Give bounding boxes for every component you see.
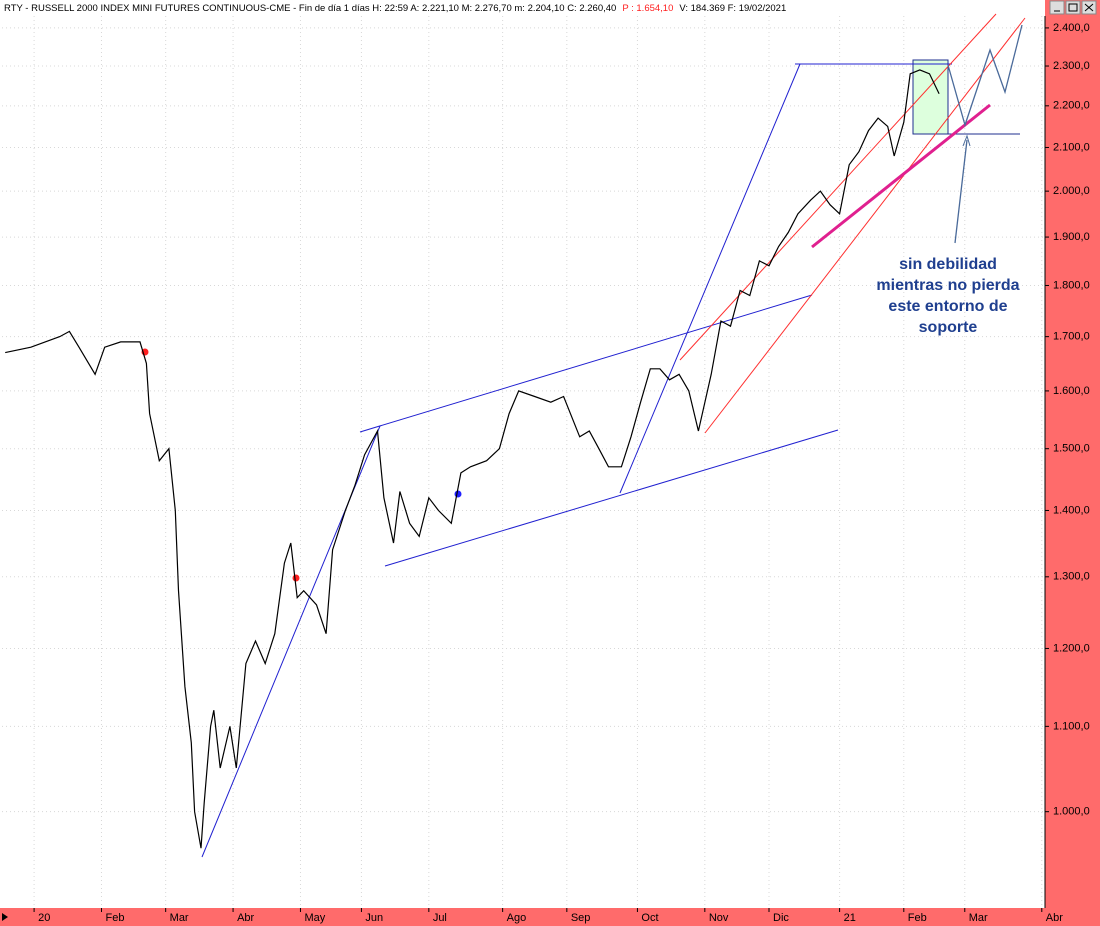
x-tick-label: Mar [969, 912, 988, 924]
y-tick-label: 1.900,0 [1053, 231, 1090, 243]
y-tick-label: 1.200,0 [1053, 642, 1090, 654]
annotation: sin debilidad mientras no pierda este ento… [876, 256, 1019, 336]
channel-line [704, 17, 1026, 434]
x-tick-label: Jun [365, 912, 383, 924]
y-tick-label: 1.800,0 [1053, 279, 1090, 291]
drawings [141, 13, 1026, 858]
channel-line [679, 13, 997, 361]
channel-line [359, 294, 813, 433]
y-tick-label: 2.100,0 [1053, 141, 1090, 153]
y-tick-label: 1.700,0 [1053, 331, 1090, 343]
y-tick-label: 2.000,0 [1053, 185, 1090, 197]
annotation-line: este entorno de [888, 298, 1007, 315]
trendline [619, 63, 801, 494]
support-trendline [811, 103, 991, 249]
y-tick-label: 1.500,0 [1053, 443, 1090, 455]
x-tick-label: Oct [641, 912, 658, 924]
header-text-after: V: 184.369 F: 19/02/2021 [679, 3, 786, 14]
y-tick-label: 1.300,0 [1053, 571, 1090, 583]
projection [947, 24, 1023, 128]
x-tick-label: Dic [773, 912, 789, 924]
y-tick-label: 2.300,0 [1053, 60, 1090, 72]
y-axis-panel [1045, 0, 1100, 926]
minimize-button[interactable] [1049, 0, 1065, 15]
maximize-icon [1068, 3, 1078, 12]
x-tick-label: Sep [571, 912, 591, 924]
channel-line [384, 429, 839, 567]
annotation-line: soporte [919, 319, 978, 336]
x-tick-label: Ago [507, 912, 527, 924]
window-buttons [1049, 0, 1097, 15]
annotation-line: mientras no pierda [876, 277, 1019, 294]
x-tick-label: Abr [1046, 912, 1063, 924]
x-tick-label: 20 [38, 912, 50, 924]
x-tick-label: Abr [237, 912, 254, 924]
y-tick-label: 2.400,0 [1053, 22, 1090, 34]
pointer-arrow [954, 139, 968, 244]
x-tick-label: Jul [433, 912, 447, 924]
x-axis-panel [0, 908, 1100, 926]
y-tick-label: 2.200,0 [1053, 100, 1090, 112]
x-tick-label: Feb [908, 912, 927, 924]
x-tick-label: Mar [170, 912, 189, 924]
y-tick-label: 1.400,0 [1053, 504, 1090, 516]
x-tick-label: 21 [844, 912, 856, 924]
scroll-arrow[interactable] [2, 913, 8, 921]
header-bar [0, 0, 1045, 16]
y-tick-label: 1.600,0 [1053, 385, 1090, 397]
header: RTY - RUSSELL 2000 INDEX MINI FUTURES CO… [4, 3, 786, 14]
header-text: RTY - RUSSELL 2000 INDEX MINI FUTURES CO… [4, 3, 616, 14]
y-tick-label: 1.000,0 [1053, 806, 1090, 818]
maximize-button[interactable] [1065, 0, 1081, 15]
annotation-line: sin debilidad [899, 256, 997, 273]
marker [292, 574, 300, 582]
x-tick-label: Feb [105, 912, 124, 924]
y-tick-label: 1.100,0 [1053, 720, 1090, 732]
x-tick-label: May [304, 912, 325, 924]
x-tick-label: Nov [709, 912, 729, 924]
price-line [5, 69, 940, 849]
header-p: P : 1.654,10 [622, 3, 673, 14]
marker [454, 490, 462, 498]
close-icon [1084, 3, 1094, 12]
arrow-head [962, 134, 971, 147]
